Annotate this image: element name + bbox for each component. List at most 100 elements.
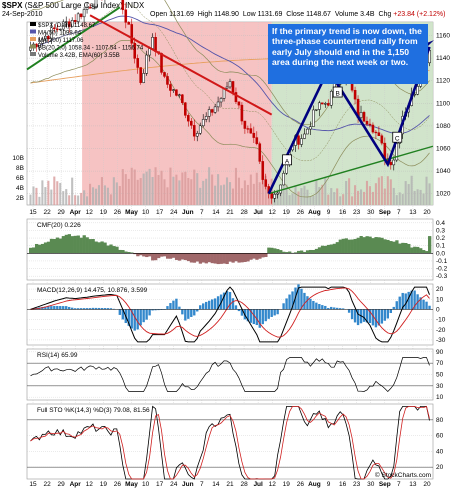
cmf-area-bar — [55, 237, 60, 254]
candle-body — [136, 58, 139, 68]
x-axis-label: 21 — [226, 209, 234, 216]
volume-bar — [124, 174, 127, 205]
candle-body — [243, 120, 247, 129]
candle-body — [323, 103, 327, 105]
index-name: (S&P 500 Large Cap Index) — [24, 1, 123, 10]
candle-body — [326, 103, 330, 106]
candle-body — [58, 28, 62, 31]
cmf-area-bar — [183, 253, 188, 261]
macd-histogram-bar — [392, 306, 395, 310]
macd-histogram-bar — [383, 309, 387, 321]
candle-body — [213, 106, 217, 113]
exchange: INDX — [125, 1, 145, 10]
cmf-panel-y-tick: 0.1 — [436, 243, 445, 250]
volume-bar — [166, 187, 169, 205]
x-axis-label: Apr — [70, 209, 82, 216]
macd-histogram-bar — [341, 308, 345, 310]
macd-histogram-bar — [196, 309, 199, 312]
x-axis-label: 28 — [240, 209, 248, 216]
cmf-area-bar — [261, 253, 265, 258]
volume-bar — [237, 177, 240, 205]
x-axis-label-bottom: 29 — [58, 481, 66, 488]
macd-histogram-bar — [395, 301, 398, 310]
cmf-area-bar — [279, 250, 283, 254]
candle-body — [189, 120, 193, 126]
volume-bar — [374, 183, 377, 205]
volume-bar — [220, 185, 223, 205]
volume-bar — [312, 195, 315, 205]
wave-label-box — [282, 154, 292, 166]
volume-bar — [357, 190, 360, 205]
x-axis-label: 23 — [353, 209, 361, 216]
chart-symbol-title: $SPX (S&P 500 Large Cap Index) INDX — [2, 1, 144, 10]
macd-histogram-bar — [404, 293, 407, 310]
price-y-tick: 1080 — [436, 123, 451, 130]
volume-bar — [315, 180, 318, 205]
candle-body — [88, 7, 92, 9]
x-axis-label-bottom: 26 — [297, 481, 305, 488]
volume-bar — [154, 167, 157, 205]
candle-body — [279, 184, 282, 194]
candle-body — [55, 28, 59, 30]
candle-body — [181, 94, 184, 103]
candle-body — [365, 120, 369, 125]
candle-body — [216, 101, 220, 108]
x-axis-label-bottom: 17 — [156, 481, 164, 488]
volume-bar — [97, 185, 101, 205]
wave-arrowhead — [425, 40, 434, 49]
volume-bar — [47, 180, 50, 205]
candle-body — [85, 7, 89, 10]
cmf-area-bar — [264, 253, 268, 257]
x-axis-label-bottom: 13 — [409, 481, 417, 488]
cmf-area-bar — [29, 247, 33, 254]
cmf-area-bar — [192, 253, 197, 263]
macd-line — [30, 286, 430, 343]
cmf-area-bar — [37, 244, 42, 254]
cmf-area-bar — [395, 240, 399, 254]
volume-bar — [160, 170, 163, 205]
cmf-area-bar — [94, 241, 98, 254]
macd-histogram-bar — [106, 308, 110, 310]
volume-bar — [282, 177, 285, 205]
x-axis-label: Jun — [182, 209, 194, 216]
volume-bar — [205, 178, 208, 205]
x-axis-label-bottom: 19 — [283, 481, 291, 488]
macd-histogram-bar — [216, 296, 220, 310]
candle-body — [166, 76, 169, 85]
macd-histogram-bar — [225, 291, 229, 310]
cmf-area-bar — [91, 239, 95, 254]
candle-body — [94, 0, 98, 7]
macd-panel-y-tick: 10 — [436, 296, 444, 303]
cmf-area-bar — [82, 235, 86, 254]
macd-histogram-bar — [160, 309, 163, 310]
macd-histogram-bar — [362, 309, 366, 322]
cmf-area-bar — [130, 252, 134, 254]
abc-wave-lines — [267, 46, 431, 195]
x-axis-label: 13 — [409, 209, 417, 216]
x-axis-label: 26 — [297, 209, 305, 216]
macd-histogram-bar — [246, 309, 250, 322]
cmf-area-bar — [323, 245, 328, 254]
candle-body — [315, 109, 318, 111]
macd-histogram-bar — [213, 298, 217, 310]
volume-bar — [270, 178, 273, 205]
volume-bar — [243, 180, 246, 205]
x-axis-label: 30 — [367, 209, 375, 216]
volume-bar — [77, 195, 80, 205]
cmf-area-bar — [347, 239, 351, 254]
cmf-area-bar — [398, 243, 402, 254]
macd-histogram-bar — [252, 309, 256, 325]
cmf-area-bar — [302, 251, 307, 254]
cmf-area-bar — [350, 239, 354, 254]
x-axis-label: Jul — [253, 209, 263, 216]
watermark: © StockCharts.com — [375, 471, 431, 479]
volume-bar — [225, 177, 229, 205]
volume-bar — [339, 196, 342, 205]
candle-body — [41, 38, 44, 44]
price-y-tick: 1100 — [436, 100, 450, 107]
cmf-area-bar — [198, 253, 203, 264]
cmf-area-bar — [255, 253, 259, 260]
candle-body — [297, 135, 300, 145]
green-support-line — [268, 145, 434, 195]
cmf-area-bar — [88, 239, 92, 254]
